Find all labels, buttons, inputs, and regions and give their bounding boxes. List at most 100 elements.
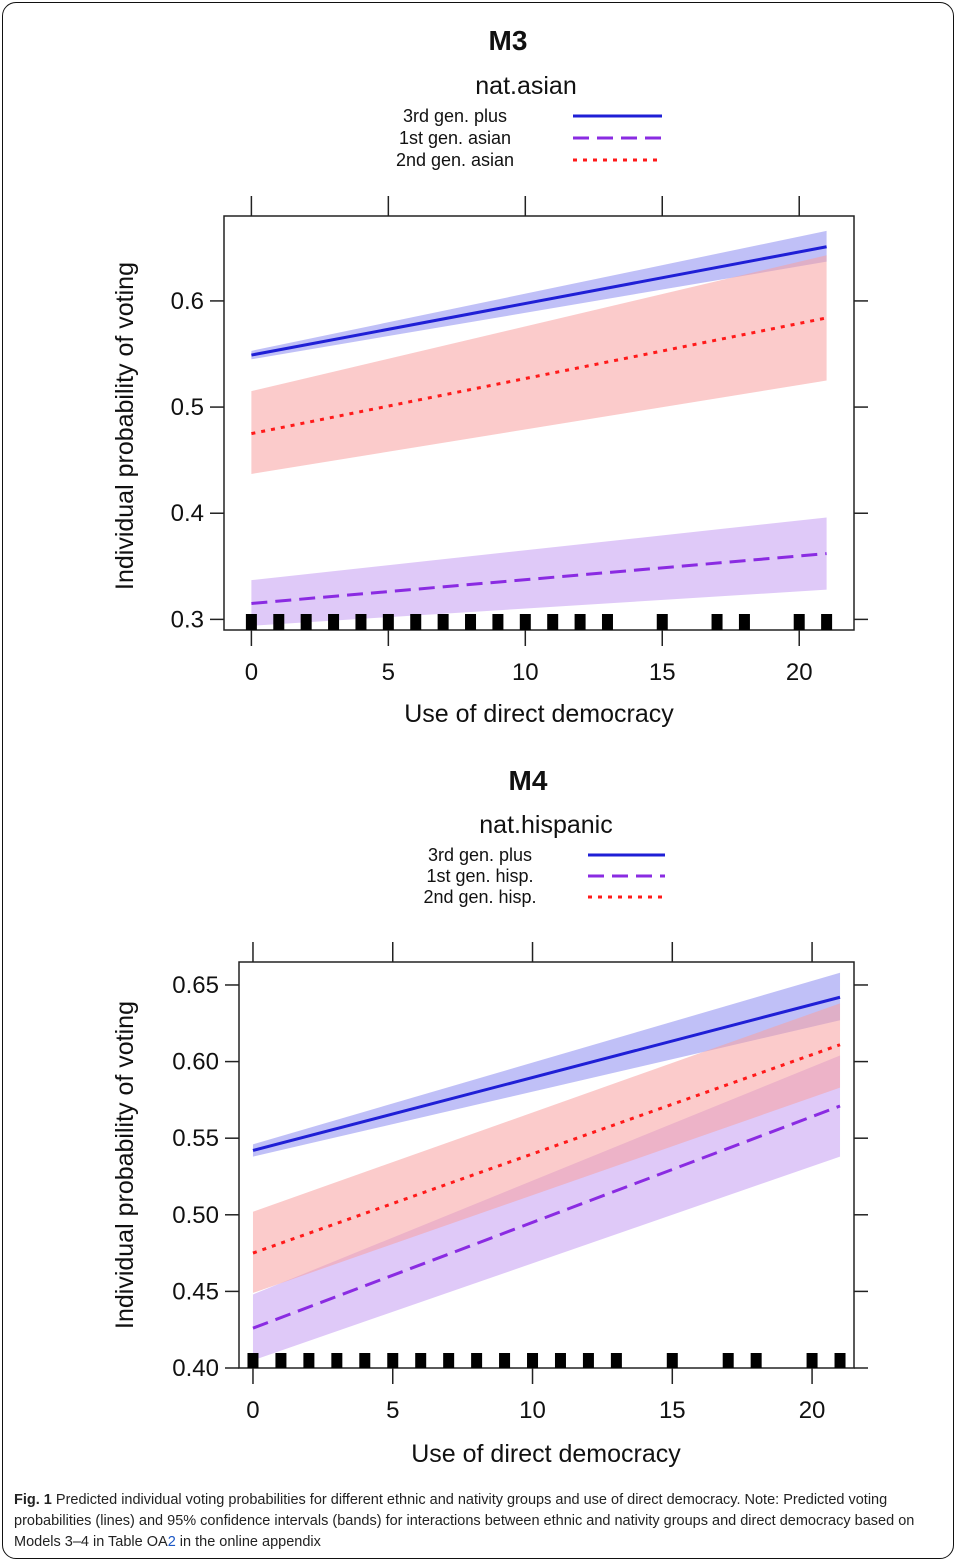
rug-mark xyxy=(806,1353,818,1368)
x-tick-label: 5 xyxy=(382,659,395,686)
chart-title: M4 xyxy=(509,765,548,796)
plot-frame xyxy=(223,215,855,631)
rug-mark xyxy=(415,1353,427,1368)
caption-text: Predicted individual voting probabilitie… xyxy=(14,1492,915,1550)
rug-mark xyxy=(793,614,805,630)
caption-text-end: in the online appendix xyxy=(175,1534,321,1550)
rug-mark xyxy=(750,1353,762,1368)
rug-mark xyxy=(519,614,531,630)
rug-mark xyxy=(722,1353,734,1368)
legend-label: 2nd gen. hisp. xyxy=(423,887,536,907)
chart-title: M3 xyxy=(489,25,528,56)
series-line-3 xyxy=(251,316,827,436)
rug-mark xyxy=(834,1353,846,1368)
x-tick-label: 10 xyxy=(512,659,539,686)
rug-mark xyxy=(355,614,367,630)
rug-mark xyxy=(582,1353,594,1368)
x-axis-ticks: 0 5 10 15 20 xyxy=(246,942,825,1424)
series-line-2 xyxy=(251,552,827,605)
rug-mark xyxy=(656,614,668,630)
rug-mark xyxy=(601,614,613,630)
y-axis-label: Individual probability of voting xyxy=(111,1001,139,1329)
band-3 xyxy=(251,255,827,474)
legend-label: 3rd gen. plus xyxy=(428,845,532,865)
series-line-3 xyxy=(252,1043,841,1255)
rug-mark xyxy=(499,1353,511,1368)
band-2 xyxy=(251,517,827,626)
x-tick-label: 5 xyxy=(386,1397,399,1424)
series-line-2 xyxy=(252,1104,841,1330)
confidence-bands xyxy=(252,972,841,1361)
prediction-lines xyxy=(251,245,827,605)
rug-mark xyxy=(275,1353,287,1368)
rug-mark xyxy=(465,614,477,630)
legend-label: 3rd gen. plus xyxy=(403,106,507,126)
legend-label: 1st gen. hisp. xyxy=(426,866,533,886)
table-reference-link[interactable]: 2 xyxy=(167,1534,176,1550)
rug-mark xyxy=(303,1353,315,1368)
plot-frame xyxy=(238,961,855,1369)
prediction-lines xyxy=(252,995,841,1330)
rug-mark xyxy=(437,614,449,630)
y-tick-label: 0.4 xyxy=(171,500,204,527)
y-tick-label: 0.5 xyxy=(171,394,204,421)
rug-mark xyxy=(382,614,394,630)
x-axis-ticks: 0 5 10 15 20 xyxy=(245,196,813,686)
legend-label: 2nd gen. asian xyxy=(396,150,514,170)
x-axis-label: Use of direct democracy xyxy=(411,1440,681,1468)
confidence-bands xyxy=(251,230,827,626)
x-axis-label: Use of direct democracy xyxy=(404,700,674,728)
rug-mark xyxy=(574,614,586,630)
rug-mark xyxy=(273,614,285,630)
rug-mark xyxy=(554,1353,566,1368)
rug-marks xyxy=(245,614,833,630)
legend-title: nat.asian xyxy=(475,72,576,100)
rug-mark xyxy=(300,614,312,630)
rug-mark xyxy=(738,614,750,630)
rug-mark xyxy=(547,614,559,630)
rug-mark xyxy=(492,614,504,630)
series-line-1 xyxy=(252,995,841,1152)
rug-mark xyxy=(471,1353,483,1368)
rug-mark xyxy=(821,614,833,630)
x-tick-label: 0 xyxy=(246,1397,259,1424)
rug-mark xyxy=(328,614,340,630)
rug-mark xyxy=(247,1353,259,1368)
y-tick-label: 0.55 xyxy=(172,1125,219,1152)
x-tick-label: 10 xyxy=(519,1397,546,1424)
rug-mark xyxy=(666,1353,678,1368)
y-tick-label: 0.45 xyxy=(172,1278,219,1305)
y-tick-label: 0.60 xyxy=(172,1049,219,1076)
y-tick-label: 0.6 xyxy=(171,288,204,315)
rug-marks xyxy=(247,1353,846,1368)
y-tick-label: 0.40 xyxy=(172,1355,219,1382)
caption-label: Fig. 1 xyxy=(14,1492,52,1508)
series-line-1 xyxy=(251,245,827,357)
x-tick-label: 20 xyxy=(799,1397,826,1424)
y-tick-label: 0.3 xyxy=(171,606,204,633)
x-tick-label: 15 xyxy=(649,659,676,686)
y-tick-label: 0.65 xyxy=(172,972,219,999)
y-tick-label: 0.50 xyxy=(172,1202,219,1229)
legend-label: 1st gen. asian xyxy=(399,128,511,148)
rug-mark xyxy=(245,614,257,630)
rug-mark xyxy=(443,1353,455,1368)
figure-caption: Fig. 1 Predicted individual voting proba… xyxy=(14,1490,949,1553)
y-axis-ticks: 0.3 0.4 0.5 0.6 xyxy=(171,288,868,633)
x-tick-label: 20 xyxy=(786,659,813,686)
rug-mark xyxy=(527,1353,539,1368)
rug-mark xyxy=(610,1353,622,1368)
rug-mark xyxy=(359,1353,371,1368)
x-tick-label: 15 xyxy=(659,1397,686,1424)
rug-mark xyxy=(387,1353,399,1368)
rug-mark xyxy=(711,614,723,630)
y-axis-ticks: 0.40 0.45 0.50 0.55 0.60 0.65 xyxy=(172,972,868,1382)
rug-mark xyxy=(410,614,422,630)
y-axis-label: Individual probability of voting xyxy=(111,262,139,590)
rug-mark xyxy=(331,1353,343,1368)
